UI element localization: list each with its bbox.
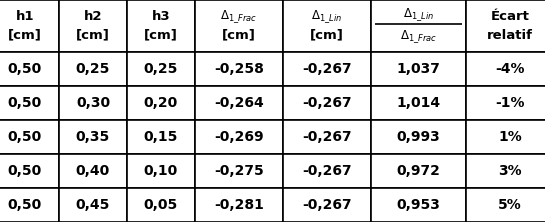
Text: -0,275: -0,275 (214, 164, 264, 178)
Text: -4%: -4% (495, 62, 525, 76)
Bar (195, 52, 283, 86)
Bar (371, 0, 466, 52)
Text: 1,014: 1,014 (396, 96, 440, 110)
Bar (466, 154, 545, 188)
Text: 3%: 3% (498, 164, 522, 178)
Text: 0,25: 0,25 (76, 62, 110, 76)
Bar (371, 52, 466, 86)
Text: [cm]: [cm] (8, 29, 42, 42)
Bar (283, 120, 371, 154)
Text: 0,993: 0,993 (397, 130, 440, 144)
Text: -0,267: -0,267 (302, 62, 352, 76)
Text: 1%: 1% (498, 130, 522, 144)
Text: -0,267: -0,267 (302, 130, 352, 144)
Bar (466, 52, 545, 86)
Text: 0,45: 0,45 (76, 198, 110, 212)
Text: 0,05: 0,05 (144, 198, 178, 212)
Bar (0, 188, 59, 222)
Bar (127, 0, 195, 52)
Text: -0,267: -0,267 (302, 198, 352, 212)
Text: [cm]: [cm] (222, 29, 256, 42)
Text: Écart: Écart (490, 10, 529, 23)
Bar (127, 154, 195, 188)
Bar (195, 0, 283, 52)
Bar (466, 0, 545, 52)
Text: [cm]: [cm] (310, 29, 344, 42)
Bar (127, 188, 195, 222)
Text: 0,30: 0,30 (76, 96, 110, 110)
Text: 0,10: 0,10 (144, 164, 178, 178)
Text: h2: h2 (84, 10, 102, 23)
Bar (283, 52, 371, 86)
Bar (0, 0, 59, 52)
Text: $\Delta_{1\_Lin}$: $\Delta_{1\_Lin}$ (403, 6, 434, 23)
Text: 0,953: 0,953 (397, 198, 440, 212)
Bar (59, 52, 127, 86)
Text: 0,15: 0,15 (144, 130, 178, 144)
Text: 5%: 5% (498, 198, 522, 212)
Bar (0, 154, 59, 188)
Text: $\Delta_{1\_Lin}$: $\Delta_{1\_Lin}$ (312, 8, 342, 25)
Text: 0,50: 0,50 (8, 198, 42, 212)
Bar (283, 0, 371, 52)
Bar (371, 86, 466, 120)
Bar (59, 86, 127, 120)
Bar (127, 120, 195, 154)
Bar (466, 120, 545, 154)
Text: 1,037: 1,037 (397, 62, 440, 76)
Text: 0,35: 0,35 (76, 130, 110, 144)
Text: $\Delta_{1\_Frac}$: $\Delta_{1\_Frac}$ (400, 28, 437, 45)
Text: 0,50: 0,50 (8, 130, 42, 144)
Bar (466, 86, 545, 120)
Text: -0,269: -0,269 (214, 130, 264, 144)
Bar (283, 188, 371, 222)
Text: 0,50: 0,50 (8, 96, 42, 110)
Text: [cm]: [cm] (76, 29, 110, 42)
Text: 0,972: 0,972 (397, 164, 440, 178)
Bar (59, 120, 127, 154)
Text: -0,267: -0,267 (302, 96, 352, 110)
Bar (0, 120, 59, 154)
Bar (195, 86, 283, 120)
Text: 0,40: 0,40 (76, 164, 110, 178)
Bar (371, 120, 466, 154)
Bar (371, 188, 466, 222)
Text: -0,267: -0,267 (302, 164, 352, 178)
Bar (59, 154, 127, 188)
Text: -0,264: -0,264 (214, 96, 264, 110)
Text: -1%: -1% (495, 96, 525, 110)
Text: [cm]: [cm] (144, 29, 178, 42)
Bar (195, 188, 283, 222)
Text: relatif: relatif (487, 29, 533, 42)
Text: -0,258: -0,258 (214, 62, 264, 76)
Bar (0, 52, 59, 86)
Bar (283, 154, 371, 188)
Text: $\Delta_{1\_Frac}$: $\Delta_{1\_Frac}$ (221, 8, 258, 25)
Text: 0,50: 0,50 (8, 164, 42, 178)
Bar (127, 86, 195, 120)
Text: h1: h1 (16, 10, 34, 23)
Bar (195, 120, 283, 154)
Text: 0,50: 0,50 (8, 62, 42, 76)
Bar (195, 154, 283, 188)
Text: h3: h3 (152, 10, 170, 23)
Bar (371, 154, 466, 188)
Text: -0,281: -0,281 (214, 198, 264, 212)
Bar (59, 0, 127, 52)
Bar (0, 86, 59, 120)
Bar (466, 188, 545, 222)
Text: 0,25: 0,25 (144, 62, 178, 76)
Text: 0,20: 0,20 (144, 96, 178, 110)
Bar (59, 188, 127, 222)
Bar (283, 86, 371, 120)
Bar (127, 52, 195, 86)
